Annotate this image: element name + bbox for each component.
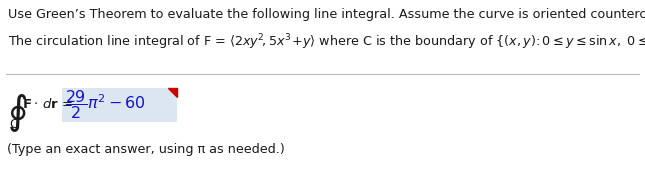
Text: The circulation line integral of F = $\langle 2xy^2\!,5x^3\! +\! y\rangle$ where: The circulation line integral of F = $\l…	[8, 32, 645, 52]
Polygon shape	[168, 88, 177, 97]
FancyBboxPatch shape	[62, 88, 177, 122]
Text: $\mathbf{F}\cdot\, d\mathbf{r}$ =: $\mathbf{F}\cdot\, d\mathbf{r}$ =	[22, 97, 74, 111]
Text: Use Green’s Theorem to evaluate the following line integral. Assume the curve is: Use Green’s Theorem to evaluate the foll…	[8, 8, 645, 21]
Text: (Type an exact answer, using π as needed.): (Type an exact answer, using π as needed…	[7, 143, 284, 156]
Text: $\oint$: $\oint$	[7, 92, 27, 134]
Text: C: C	[9, 118, 18, 131]
Text: $\dfrac{29}{2}\pi^2 - 60$: $\dfrac{29}{2}\pi^2 - 60$	[65, 88, 146, 121]
